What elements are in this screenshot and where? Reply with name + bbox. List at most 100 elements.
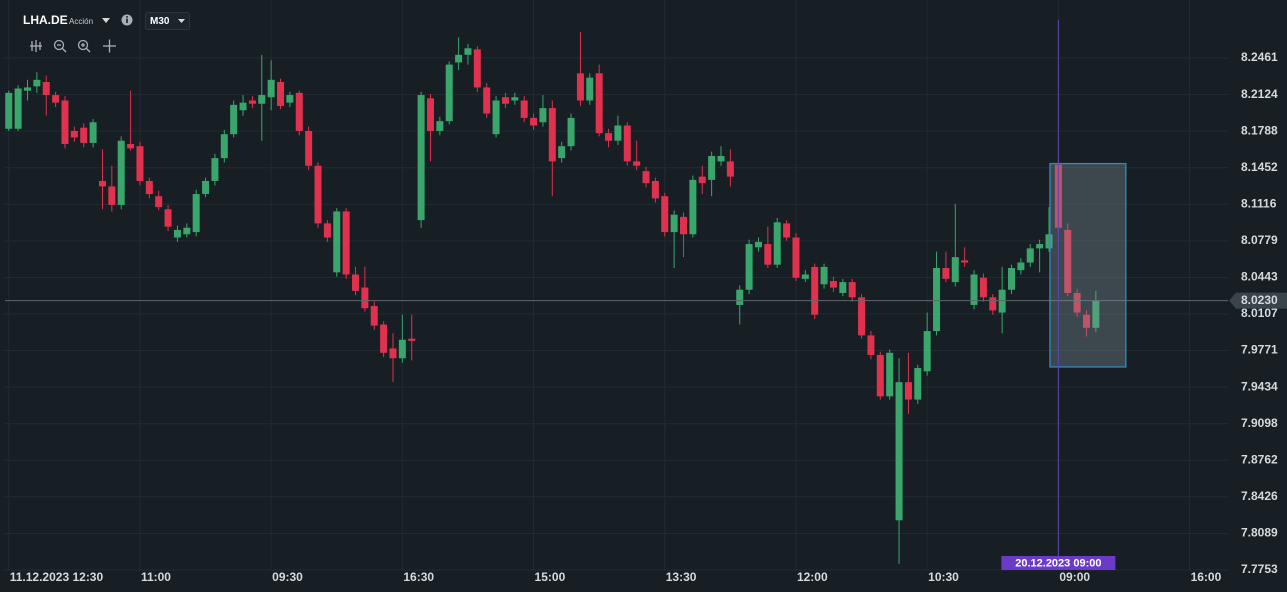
- candle-body: [380, 324, 388, 353]
- candle-body: [323, 223, 331, 238]
- candle-body: [998, 289, 1006, 313]
- candle-body: [501, 97, 509, 104]
- candle-body: [1092, 300, 1100, 328]
- candle-body: [52, 95, 60, 103]
- timeframe: M30: [150, 16, 170, 27]
- candle-body: [445, 64, 453, 122]
- selection-box: [1049, 162, 1127, 368]
- candle-body: [277, 81, 285, 106]
- candle-body: [145, 180, 153, 195]
- candle-body: [483, 87, 491, 114]
- candle-body: [867, 335, 875, 355]
- candle-body: [98, 180, 106, 187]
- candle-body: [820, 266, 828, 285]
- candle-body: [295, 92, 303, 131]
- symbol[interactable]: LHA.DE: [23, 13, 68, 27]
- candle-body: [792, 237, 800, 278]
- y-tick-label: 8.2124: [1241, 87, 1278, 101]
- candle-body: [670, 214, 678, 233]
- candle-body: [127, 143, 135, 149]
- candle-body: [23, 87, 31, 91]
- info-icon-dot: [126, 16, 128, 18]
- timeframe-dropdown: [178, 19, 185, 23]
- candle-body: [689, 179, 697, 235]
- y-tick-label: 8.2461: [1241, 50, 1278, 64]
- candle-body: [155, 196, 163, 208]
- candle-body: [829, 281, 837, 288]
- crosshair-label: 20.12.2023 09:00: [1015, 557, 1101, 569]
- y-tick-label: 8.1452: [1241, 160, 1278, 174]
- candle-body: [858, 297, 866, 336]
- x-tick-label: 09:30: [272, 570, 303, 584]
- candle-body: [14, 88, 22, 129]
- pan-tool[interactable]: [103, 39, 116, 53]
- candle-body: [361, 287, 369, 309]
- candle-body: [614, 125, 622, 141]
- crosshair-tag: [1001, 556, 1116, 570]
- x-tick-label: 13:30: [666, 570, 697, 584]
- candle-body: [389, 348, 397, 359]
- candle-body: [230, 104, 238, 135]
- candle-body: [923, 331, 931, 372]
- y-tick-label: 7.9098: [1241, 416, 1278, 430]
- x-tick-label: 16:00: [1191, 570, 1222, 584]
- symbol-dropdown[interactable]: [102, 18, 110, 23]
- candle-body: [623, 125, 631, 162]
- timeframe-selector[interactable]: [145, 12, 190, 30]
- x-tick-label: 12:00: [797, 570, 828, 584]
- candle-body: [698, 176, 706, 184]
- candle-body: [717, 155, 725, 162]
- candle-body: [333, 211, 341, 273]
- candle-body: [464, 48, 472, 55]
- y-tick-label: 7.8762: [1241, 452, 1278, 466]
- candle-body: [839, 282, 847, 293]
- axes: 8.2461 8.2124 8.1788 8.1452 8.1116 8.0779 8.04…: [10, 50, 1287, 584]
- candle-body: [1017, 262, 1025, 271]
- candle-body: [736, 289, 744, 305]
- y-tick-label: 7.7753: [1241, 562, 1278, 576]
- candle-body: [370, 306, 378, 326]
- candle-body: [492, 100, 500, 135]
- candle-body: [173, 229, 181, 238]
- candle-body: [680, 216, 688, 235]
- zoom-in-tool[interactable]: [77, 39, 91, 53]
- candle-body: [979, 277, 987, 298]
- candle-body: [904, 382, 912, 400]
- candle-body: [726, 161, 734, 177]
- candle-body: [33, 79, 41, 87]
- overlay: [5, 20, 1228, 556]
- x-tick-label: 16:30: [403, 570, 434, 584]
- candle-body: [473, 49, 481, 88]
- candle-body: [183, 227, 191, 235]
- candle-body: [708, 155, 716, 180]
- candle-body: [567, 117, 575, 147]
- candle-body: [933, 267, 941, 332]
- candle-body: [239, 102, 247, 111]
- candle-body: [89, 122, 97, 143]
- candle-body: [548, 108, 556, 162]
- candle-body: [342, 211, 350, 275]
- x-tick-label: 11:00: [141, 570, 171, 584]
- instrument-type: Acción: [69, 17, 93, 26]
- y-tick-label: 7.8426: [1241, 489, 1278, 503]
- zoom-out-tool[interactable]: [53, 39, 67, 53]
- candle-body: [811, 266, 819, 315]
- candle-body: [754, 241, 762, 248]
- candle-body: [1008, 267, 1016, 290]
- candle-body: [783, 223, 791, 238]
- candle-body: [398, 339, 406, 359]
- current-price-tag: [1229, 292, 1287, 309]
- candle-body: [1073, 292, 1081, 313]
- candle-body: [576, 73, 584, 101]
- y-tick-label: 7.9771: [1241, 343, 1278, 357]
- candle-body: [70, 130, 78, 138]
- candle-body: [989, 297, 997, 311]
- candle-body: [951, 257, 959, 283]
- candle-body: [436, 121, 444, 131]
- y-tick-label: 8.1116: [1241, 196, 1277, 210]
- candle-body: [633, 161, 641, 166]
- candle-body: [801, 274, 809, 279]
- indicators-tool[interactable]: [30, 40, 42, 52]
- candle-body: [661, 196, 669, 233]
